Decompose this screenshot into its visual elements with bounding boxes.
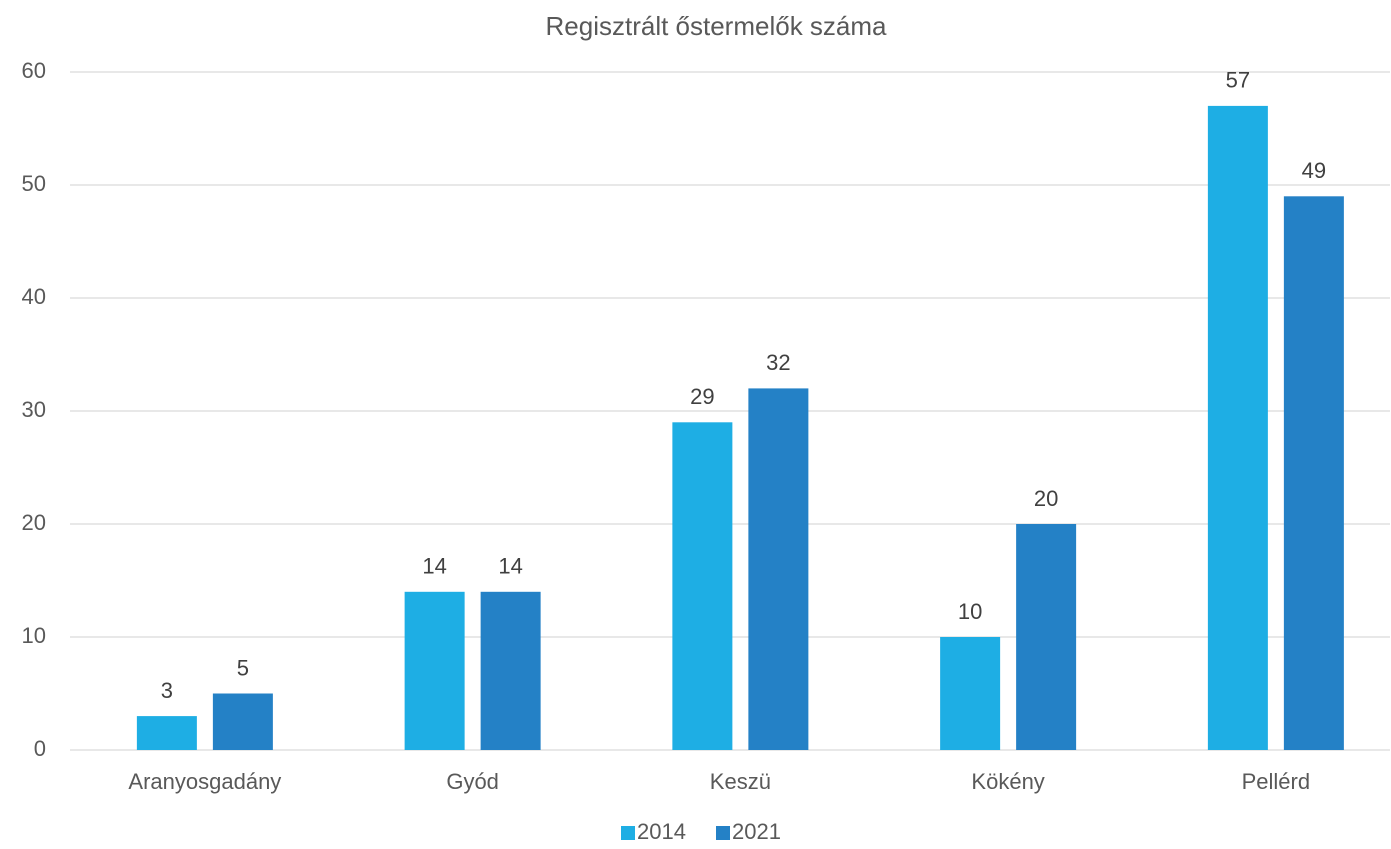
legend-label: 2021 [732,819,781,844]
x-tick-label: Kökény [971,769,1044,794]
chart-title: Regisztrált őstermelők száma [546,11,888,41]
bar [212,693,273,750]
y-tick-label: 60 [22,58,46,83]
y-tick-label: 0 [34,736,46,761]
data-label: 14 [498,554,522,579]
data-label: 57 [1226,68,1250,93]
bar [136,716,197,750]
y-tick-label: 10 [22,623,46,648]
bar [480,591,541,750]
legend-label: 2014 [637,819,686,844]
y-tick-label: 50 [22,171,46,196]
data-label: 10 [958,599,982,624]
x-tick-label: Keszü [710,769,771,794]
y-tick-label: 20 [22,510,46,535]
data-label: 29 [690,384,714,409]
data-label: 3 [161,678,173,703]
bar [1207,105,1268,750]
bar [1283,196,1344,751]
bar [748,388,809,750]
legend-swatch [716,826,730,840]
legend-swatch [621,826,635,840]
y-tick-label: 40 [22,284,46,309]
x-tick-label: Gyód [446,769,499,794]
data-label: 49 [1302,158,1326,183]
data-label: 20 [1034,486,1058,511]
data-label: 14 [422,554,446,579]
data-label: 5 [237,655,249,680]
x-tick-label: Pellérd [1242,769,1310,794]
y-tick-label: 30 [22,397,46,422]
x-tick-label: Aranyosgadány [128,769,281,794]
bar [672,422,733,750]
bar [404,591,465,750]
bar [1016,524,1077,750]
data-label: 32 [766,350,790,375]
bar [940,637,1001,750]
